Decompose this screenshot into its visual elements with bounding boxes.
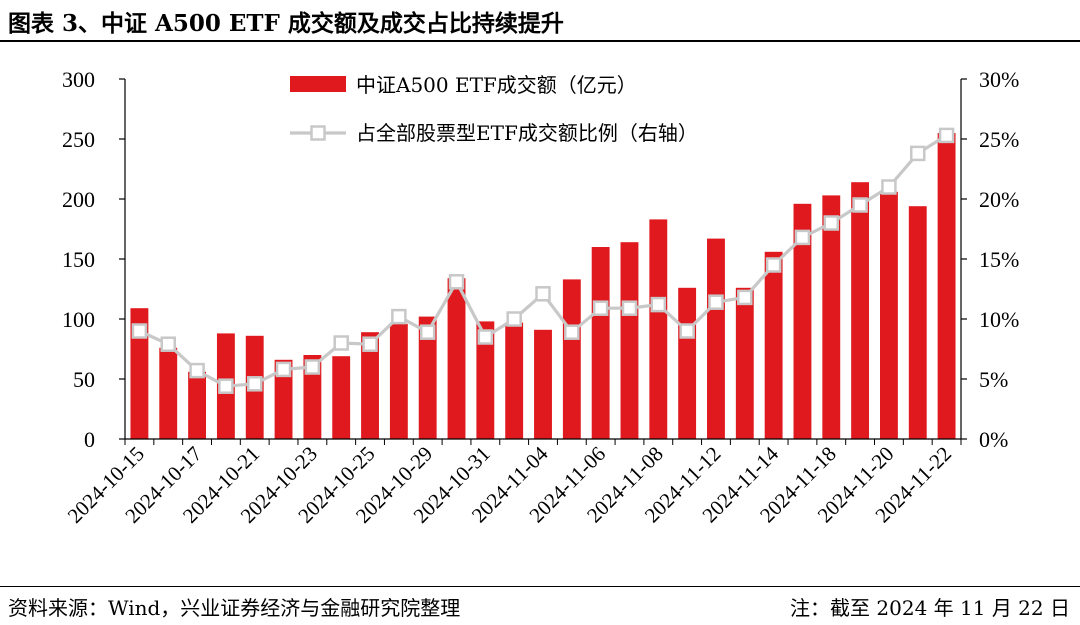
right-tick-label: 5% — [979, 367, 1008, 392]
left-tick-label: 250 — [62, 127, 95, 152]
bar — [476, 321, 495, 439]
ratio-marker — [304, 359, 321, 375]
bar — [418, 316, 437, 439]
ratio-marker — [564, 324, 580, 340]
bar — [534, 329, 552, 439]
date-note: 注：截至 2024 年 11 月 22 日 — [790, 596, 1070, 620]
ratio-marker — [765, 257, 782, 273]
left-tick-label: 100 — [62, 307, 95, 332]
bars-layer — [130, 133, 956, 439]
right-tick-label: 30% — [979, 67, 1019, 92]
bar — [937, 133, 956, 439]
ratio-marker — [419, 324, 436, 340]
ratio-marker — [448, 274, 465, 290]
legend-bar-label: 中证A500 ETF成交额（亿元） — [356, 73, 637, 97]
ratio-marker — [650, 296, 667, 313]
ratio-marker — [160, 336, 176, 352]
ratio-marker — [131, 323, 148, 339]
right-tick-label: 20% — [979, 187, 1019, 212]
bar — [793, 203, 812, 439]
left-tick-label: 300 — [62, 67, 95, 92]
bar — [274, 359, 293, 439]
ratio-marker — [477, 329, 494, 345]
ratio-marker — [621, 300, 638, 316]
bar — [130, 308, 149, 439]
bar — [822, 195, 841, 439]
legend-line-marker — [310, 125, 326, 141]
legend: 中证A500 ETF成交额（亿元） 占全部股票型ETF成交额比例（右轴） — [290, 73, 698, 145]
ratio-marker — [737, 289, 753, 306]
ratio-marker — [881, 179, 897, 195]
bar — [332, 356, 351, 439]
bar — [159, 347, 178, 439]
bar — [591, 247, 610, 439]
bar — [389, 323, 408, 439]
line-layer — [131, 127, 955, 394]
ratio-marker — [592, 300, 609, 316]
figure-title: 图表 3、中证 A500 ETF 成交额及成交占比持续提升 — [8, 10, 564, 37]
ratio-marker — [275, 361, 292, 378]
ratio-marker — [535, 286, 551, 302]
ratio-marker — [218, 378, 234, 394]
ratio-marker — [794, 229, 811, 246]
left-tick-label: 0 — [84, 427, 95, 452]
footer-divider — [0, 586, 1080, 587]
ratio-marker — [246, 376, 263, 392]
bar — [620, 242, 639, 439]
bar — [707, 238, 725, 439]
bar — [447, 278, 466, 439]
left-tick-label: 150 — [62, 247, 95, 272]
bar — [879, 191, 898, 439]
legend-bar-swatch — [290, 76, 346, 92]
ratio-marker — [189, 362, 205, 379]
ratio-marker — [333, 335, 349, 351]
right-tick-label: 25% — [979, 127, 1019, 152]
bar — [361, 332, 379, 439]
bar — [908, 206, 927, 439]
ratio-marker — [679, 323, 695, 339]
ratio-marker — [852, 197, 868, 213]
ratio-marker — [938, 127, 955, 144]
chart: 0501001502002503000%5%10%15%20%25%30%202… — [62, 67, 1019, 528]
source-note: 资料来源：Wind，兴业证券经济与金融研究院整理 — [8, 596, 461, 620]
bar — [649, 219, 668, 439]
ratio-marker — [910, 145, 926, 162]
bar — [764, 251, 783, 439]
title-bar: 图表 3、中证 A500 ETF 成交额及成交占比持续提升 — [0, 0, 1080, 42]
ratio-marker — [823, 215, 840, 231]
right-tick-label: 15% — [979, 247, 1019, 272]
ratio-marker — [506, 311, 522, 327]
bar — [188, 371, 207, 439]
bar — [851, 182, 870, 439]
right-tick-label: 0% — [979, 427, 1008, 452]
ratio-marker — [708, 294, 724, 310]
right-tick-label: 10% — [979, 307, 1019, 332]
legend-line-label: 占全部股票型ETF成交额比例（右轴） — [356, 121, 698, 145]
bar — [678, 287, 697, 439]
bar — [735, 287, 754, 439]
ratio-marker — [391, 308, 407, 325]
bar — [505, 322, 524, 439]
left-tick-label: 50 — [73, 367, 95, 392]
left-tick-label: 200 — [62, 187, 95, 212]
bar — [562, 279, 581, 439]
bar — [303, 355, 322, 439]
ratio-marker — [362, 336, 378, 352]
